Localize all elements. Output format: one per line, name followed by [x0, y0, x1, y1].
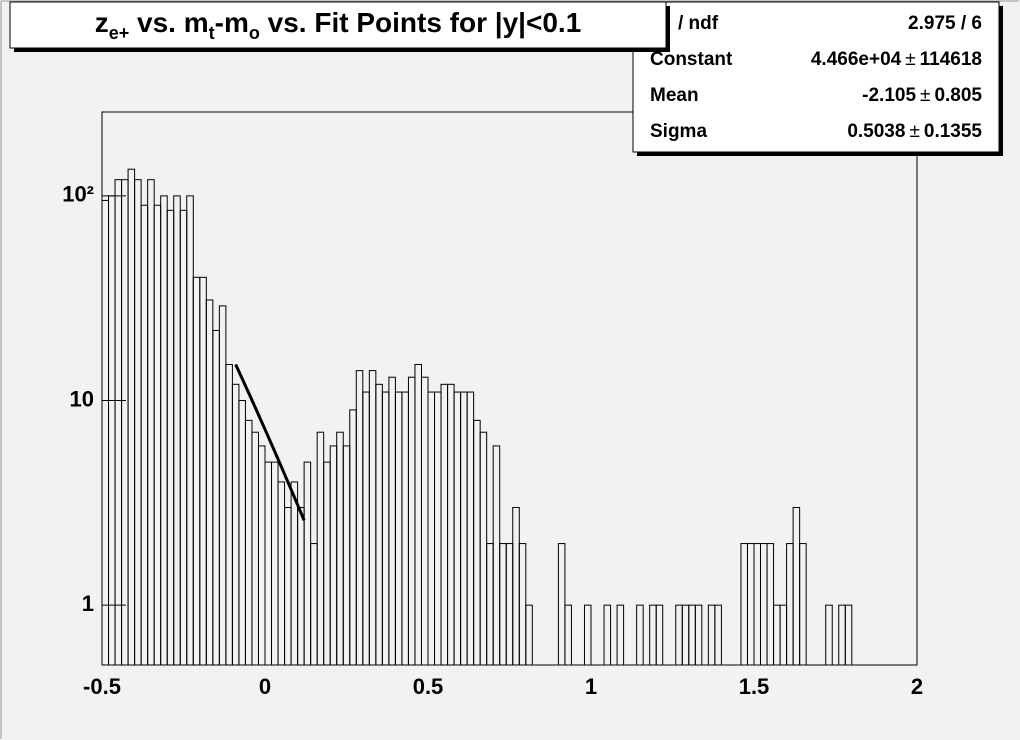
- plot-frame: [101, 111, 918, 666]
- bar: [603, 604, 612, 666]
- fit-curve: [234, 363, 306, 521]
- bar: [844, 604, 853, 666]
- title-part: z: [95, 7, 109, 38]
- stats-box: [632, 1, 1000, 153]
- bar: [694, 604, 703, 666]
- stats-value: 2.975 / 6: [908, 13, 982, 34]
- y-tick-label: 10: [70, 386, 94, 411]
- stats-value: 0.5038 ±0.1355: [847, 121, 982, 142]
- stats-value: -2.105 ±0.805: [862, 85, 982, 106]
- title-part: t: [209, 23, 215, 43]
- bar: [766, 543, 775, 666]
- bar: [525, 604, 533, 666]
- x-tick-label: 1.5: [739, 674, 770, 699]
- title-part: vs. Fit Points for |y|<0.1: [260, 7, 581, 38]
- bar: [518, 543, 527, 666]
- title-box: [9, 1, 667, 49]
- plus-minus: ±: [905, 49, 915, 70]
- title-part: e+: [109, 23, 130, 43]
- chart-title: ze+ vs. mt-mo vs. Fit Points for |y|<0.1: [95, 7, 582, 42]
- title-part: -m: [215, 7, 249, 38]
- plus-minus: ±: [920, 85, 930, 106]
- plus-minus: ±: [909, 121, 919, 142]
- param-error: 0.1355: [924, 121, 983, 142]
- bar: [825, 604, 833, 666]
- bar: [655, 604, 664, 666]
- bar: [564, 604, 572, 666]
- title-part: vs. m: [129, 7, 208, 38]
- stats-label: / ndf: [678, 13, 719, 34]
- stats-label: Constant: [650, 49, 733, 70]
- param-error: 114618: [920, 49, 982, 70]
- param-value: -2.105: [862, 85, 916, 106]
- stats-label: Mean: [650, 85, 699, 106]
- stats-value: 4.466e+04 ±114618: [811, 49, 982, 70]
- y-tick-label: 10²: [62, 182, 94, 207]
- x-tick-label: 1: [585, 674, 597, 699]
- bar: [583, 604, 592, 666]
- bar: [557, 543, 566, 666]
- x-tick-label: 0: [259, 674, 271, 699]
- x-tick-label: 2: [911, 674, 923, 699]
- title-part: o: [249, 23, 260, 43]
- bar: [799, 543, 807, 666]
- param-value: 4.466e+04: [811, 49, 902, 70]
- bar: [636, 604, 644, 666]
- x-tick-label: -0.5: [83, 674, 121, 699]
- x-tick-label: 0.5: [413, 674, 444, 699]
- stats-label: Sigma: [650, 121, 707, 142]
- bar: [714, 604, 722, 666]
- param-value: 0.5038: [847, 121, 905, 142]
- y-tick-label: 1: [82, 591, 94, 616]
- bar: [616, 604, 625, 666]
- param-error: 0.805: [934, 85, 982, 106]
